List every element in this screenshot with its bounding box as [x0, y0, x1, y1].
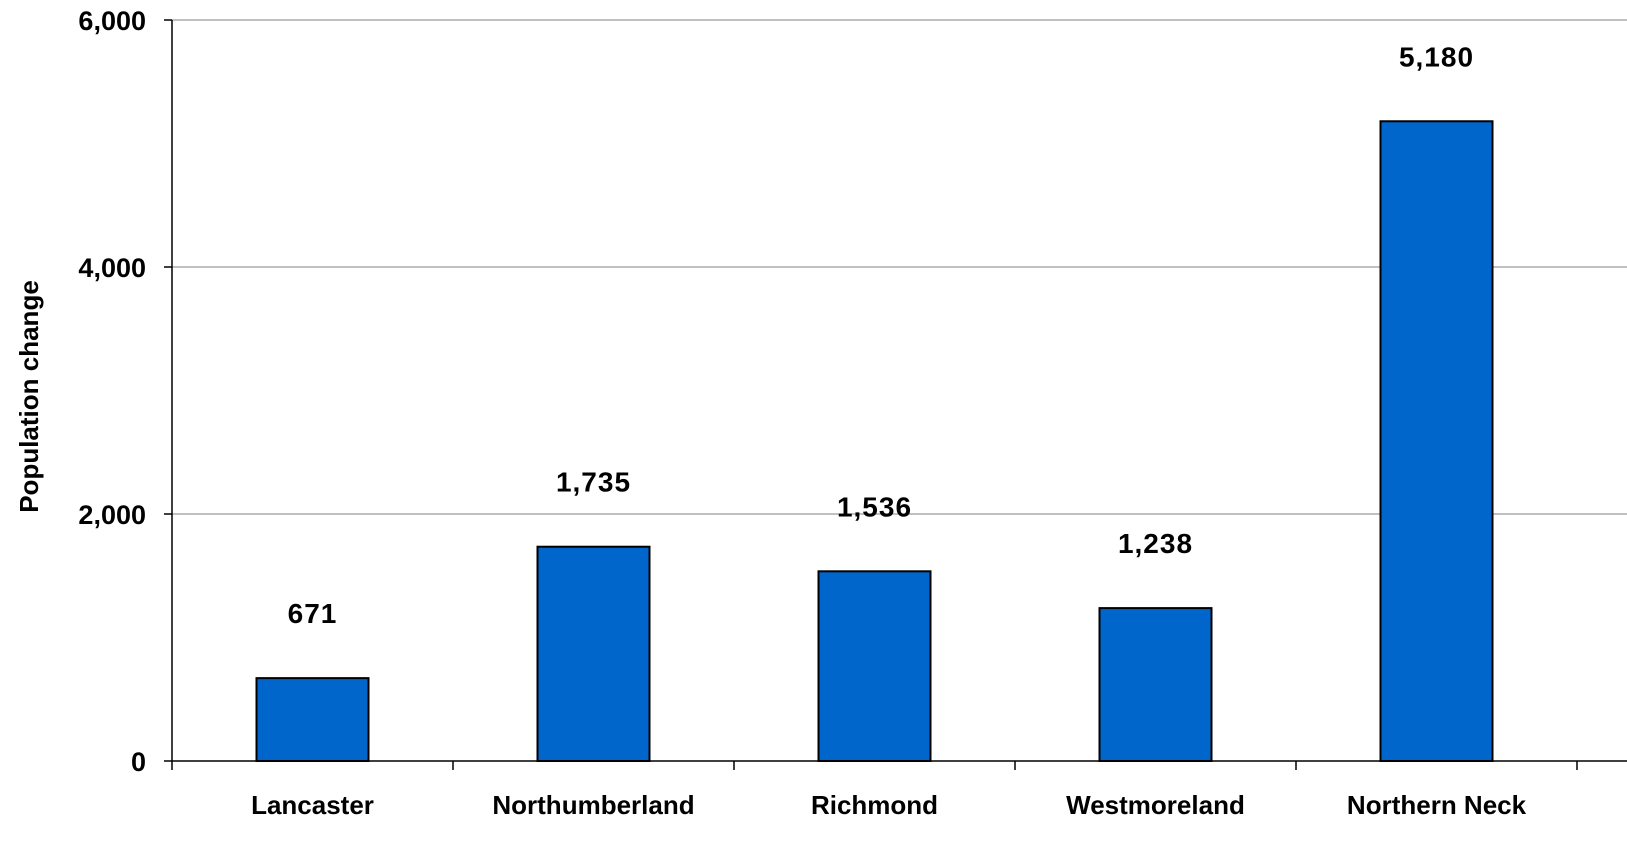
category-labels: Lancaster Northumberland Richmond Westmorel… — [251, 790, 1527, 820]
y-tick-label: 6,000 — [78, 6, 146, 36]
y-tick-labels: 0 2,000 4,000 6,000 — [78, 6, 146, 777]
bar — [255, 677, 370, 762]
bar — [1098, 607, 1213, 762]
y-tick-label: 4,000 — [78, 253, 146, 283]
bar — [536, 545, 651, 762]
y-tick-label: 2,000 — [78, 500, 146, 530]
y-tick-label: 0 — [131, 747, 146, 777]
data-label: 1,735 — [556, 467, 631, 498]
category-label: Northern Neck — [1347, 790, 1527, 820]
category-label: Westmoreland — [1066, 790, 1245, 820]
data-label: 671 — [288, 598, 338, 629]
category-label: Richmond — [811, 790, 938, 820]
bar — [1379, 120, 1494, 762]
data-label: 1,536 — [837, 491, 912, 522]
category-label: Northumberland — [492, 790, 694, 820]
y-axis-title: Population change — [14, 280, 44, 513]
category-label: Lancaster — [251, 790, 374, 820]
bar — [817, 570, 932, 763]
data-label: 5,180 — [1399, 41, 1474, 72]
data-label: 1,238 — [1118, 528, 1193, 559]
bars — [255, 120, 1494, 763]
data-labels: 671 1,735 1,536 1,238 5,180 — [288, 41, 1474, 629]
